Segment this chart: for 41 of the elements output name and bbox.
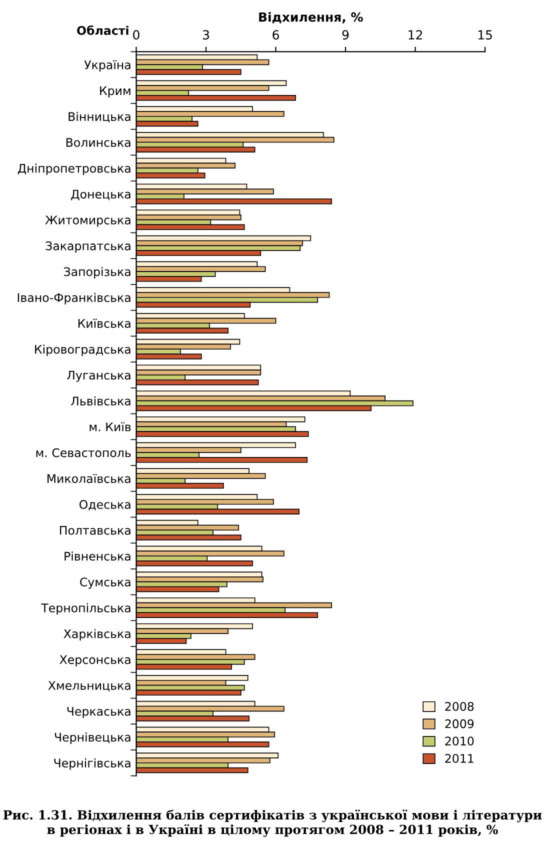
legend-label: 2009 bbox=[445, 719, 474, 728]
y-tick-label: Донецька bbox=[71, 190, 130, 200]
y-tick-label: Харківська bbox=[64, 629, 130, 641]
x-tick-label: 6 bbox=[272, 30, 279, 40]
y-tick-label: Полтавська bbox=[60, 526, 130, 535]
y-tick-label: Закарпатська bbox=[46, 241, 130, 253]
y-tick-label: Кіровоградська bbox=[35, 344, 130, 356]
y-tick-label: Одеська bbox=[80, 500, 130, 510]
y-tick-label: Тернопільська bbox=[41, 603, 130, 615]
y-tick-label: Київська bbox=[78, 318, 130, 328]
y-tick-label: Львівська bbox=[71, 396, 130, 406]
y-tick-label: Хмельницька bbox=[48, 681, 130, 692]
y-tick-label: Луганська bbox=[67, 370, 130, 382]
x-tick-label: 9 bbox=[342, 30, 349, 40]
y-tick-label: Вінницька bbox=[68, 112, 130, 122]
y-tick-label: Україна bbox=[84, 60, 130, 72]
y-axis-title: Області bbox=[77, 25, 128, 35]
y-tick-label: Чернівецька bbox=[54, 732, 130, 744]
y-tick-label: Херсонська bbox=[60, 655, 130, 666]
y-tick-label: Волинська bbox=[66, 138, 130, 147]
y-tick-label: м. Севастополь bbox=[36, 448, 131, 458]
legend-label: 2008 bbox=[445, 702, 474, 711]
y-tick-label: Житомирська bbox=[45, 216, 130, 227]
y-tick-label: Миколаївська bbox=[48, 474, 130, 484]
text: Рис. 1.31. Відхилення балів сертифікатів з української мови і літератури в регіонах і в Україні в цілому протягом 2008 – 2011 років, % bbox=[3, 810, 542, 837]
x-tick-label: 0 bbox=[133, 30, 140, 40]
y-tick-label: Івано-Франківська bbox=[18, 292, 130, 304]
y-tick-label: Сумська bbox=[80, 578, 130, 589]
y-tick-label: Рівненська bbox=[64, 552, 130, 561]
y-tick-label: м. Київ bbox=[90, 422, 131, 432]
x-axis-title: Відхилення, % bbox=[259, 12, 363, 24]
y-tick-label: Чернігівська bbox=[54, 758, 130, 770]
y-tick-label: Крим bbox=[100, 86, 130, 98]
y-tick-label: Дніпропетровська bbox=[18, 164, 130, 176]
y-tick-label: Черкаська bbox=[67, 707, 130, 718]
legend-label: 2010 bbox=[445, 736, 474, 746]
x-tick-label: 3 bbox=[202, 30, 209, 40]
x-tick-label: 15 bbox=[478, 30, 492, 40]
y-tick-label: Запорізька bbox=[64, 267, 130, 278]
legend-label: 2011 bbox=[445, 754, 474, 763]
x-tick-label: 12 bbox=[408, 30, 422, 40]
